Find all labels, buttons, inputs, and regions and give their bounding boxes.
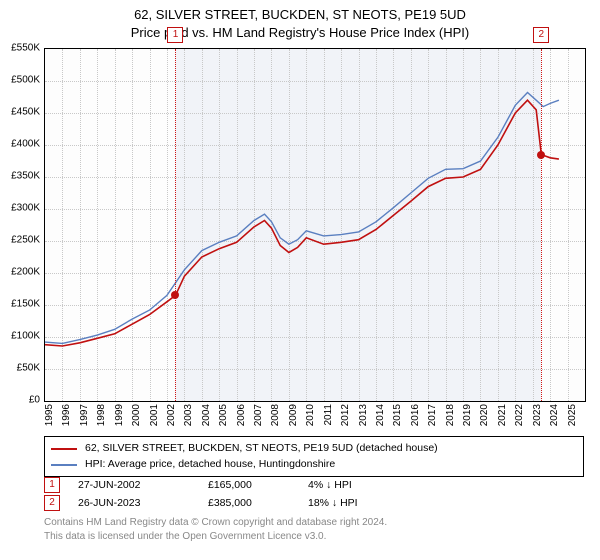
x-tick-label: 2025 (567, 404, 578, 434)
marker-badge: 2 (533, 27, 549, 43)
x-tick-label: 2005 (218, 404, 229, 434)
x-tick-label: 2000 (131, 404, 142, 434)
x-tick-label: 2018 (445, 404, 456, 434)
x-tick-label: 2024 (549, 404, 560, 434)
x-tick-label: 1996 (61, 404, 72, 434)
legend-row: HPI: Average price, detached house, Hunt… (51, 457, 577, 473)
chart-title: 62, SILVER STREET, BUCKDEN, ST NEOTS, PE… (0, 0, 600, 41)
marker-dot (171, 291, 179, 299)
footer-line: Contains HM Land Registry data © Crown c… (44, 516, 584, 530)
y-tick-label: £200K (0, 267, 40, 278)
marker-badge: 1 (167, 27, 183, 43)
x-tick-label: 2004 (201, 404, 212, 434)
y-tick-label: £50K (0, 363, 40, 374)
marker-dot (537, 151, 545, 159)
x-tick-label: 2021 (497, 404, 508, 434)
sale-row: 2 26-JUN-2023 £385,000 18% ↓ HPI (44, 494, 584, 512)
x-tick-label: 2007 (253, 404, 264, 434)
y-tick-label: £150K (0, 299, 40, 310)
y-tick-label: £250K (0, 235, 40, 246)
legend-label: 62, SILVER STREET, BUCKDEN, ST NEOTS, PE… (85, 441, 438, 457)
sale-pct-vs-hpi: 4% ↓ HPI (308, 479, 408, 491)
series-hpi (45, 93, 559, 344)
x-tick-label: 2012 (340, 404, 351, 434)
y-tick-label: £300K (0, 203, 40, 214)
y-tick-label: £350K (0, 171, 40, 182)
x-tick-label: 2002 (166, 404, 177, 434)
x-tick-label: 2010 (305, 404, 316, 434)
sale-table: 1 27-JUN-2002 £165,000 4% ↓ HPI 2 26-JUN… (44, 476, 584, 512)
x-tick-label: 2014 (375, 404, 386, 434)
legend-swatch-hpi (51, 464, 77, 466)
sale-price: £385,000 (208, 497, 308, 509)
x-tick-label: 2001 (149, 404, 160, 434)
x-tick-label: 2017 (427, 404, 438, 434)
x-tick-label: 2008 (270, 404, 281, 434)
x-tick-label: 2020 (479, 404, 490, 434)
x-tick-label: 1995 (44, 404, 55, 434)
x-tick-label: 2019 (462, 404, 473, 434)
y-tick-label: £0 (0, 395, 40, 406)
x-tick-label: 1998 (96, 404, 107, 434)
x-tick-label: 1999 (114, 404, 125, 434)
y-tick-label: £500K (0, 75, 40, 86)
footer-line: This data is licensed under the Open Gov… (44, 530, 584, 544)
series-price_paid (45, 100, 559, 346)
x-tick-label: 2011 (323, 404, 334, 434)
x-tick-label: 2013 (358, 404, 369, 434)
sale-date: 26-JUN-2023 (78, 497, 208, 509)
y-tick-label: £550K (0, 43, 40, 54)
x-tick-label: 2016 (410, 404, 421, 434)
sale-pct-vs-hpi: 18% ↓ HPI (308, 497, 408, 509)
y-tick-label: £400K (0, 139, 40, 150)
title-subtitle: Price paid vs. HM Land Registry's House … (0, 24, 600, 42)
sale-row: 1 27-JUN-2002 £165,000 4% ↓ HPI (44, 476, 584, 494)
plot-area: 12 (44, 48, 586, 402)
x-tick-label: 2023 (532, 404, 543, 434)
x-tick-label: 2015 (392, 404, 403, 434)
y-tick-label: £100K (0, 331, 40, 342)
y-tick-label: £450K (0, 107, 40, 118)
sale-price: £165,000 (208, 479, 308, 491)
title-address: 62, SILVER STREET, BUCKDEN, ST NEOTS, PE… (0, 6, 600, 24)
x-tick-label: 2009 (288, 404, 299, 434)
marker-line (541, 49, 542, 401)
marker-line (175, 49, 176, 401)
x-tick-label: 2006 (236, 404, 247, 434)
sale-badge: 1 (44, 477, 60, 493)
x-tick-label: 2022 (514, 404, 525, 434)
legend-label: HPI: Average price, detached house, Hunt… (85, 457, 335, 473)
figure-root: 62, SILVER STREET, BUCKDEN, ST NEOTS, PE… (0, 0, 600, 560)
attribution-footer: Contains HM Land Registry data © Crown c… (44, 516, 584, 543)
line-series-svg (45, 49, 585, 401)
x-tick-label: 2003 (183, 404, 194, 434)
legend-swatch-price-paid (51, 448, 77, 450)
x-tick-label: 1997 (79, 404, 90, 434)
legend-row: 62, SILVER STREET, BUCKDEN, ST NEOTS, PE… (51, 441, 577, 457)
legend: 62, SILVER STREET, BUCKDEN, ST NEOTS, PE… (44, 436, 584, 477)
sale-date: 27-JUN-2002 (78, 479, 208, 491)
sale-badge: 2 (44, 495, 60, 511)
